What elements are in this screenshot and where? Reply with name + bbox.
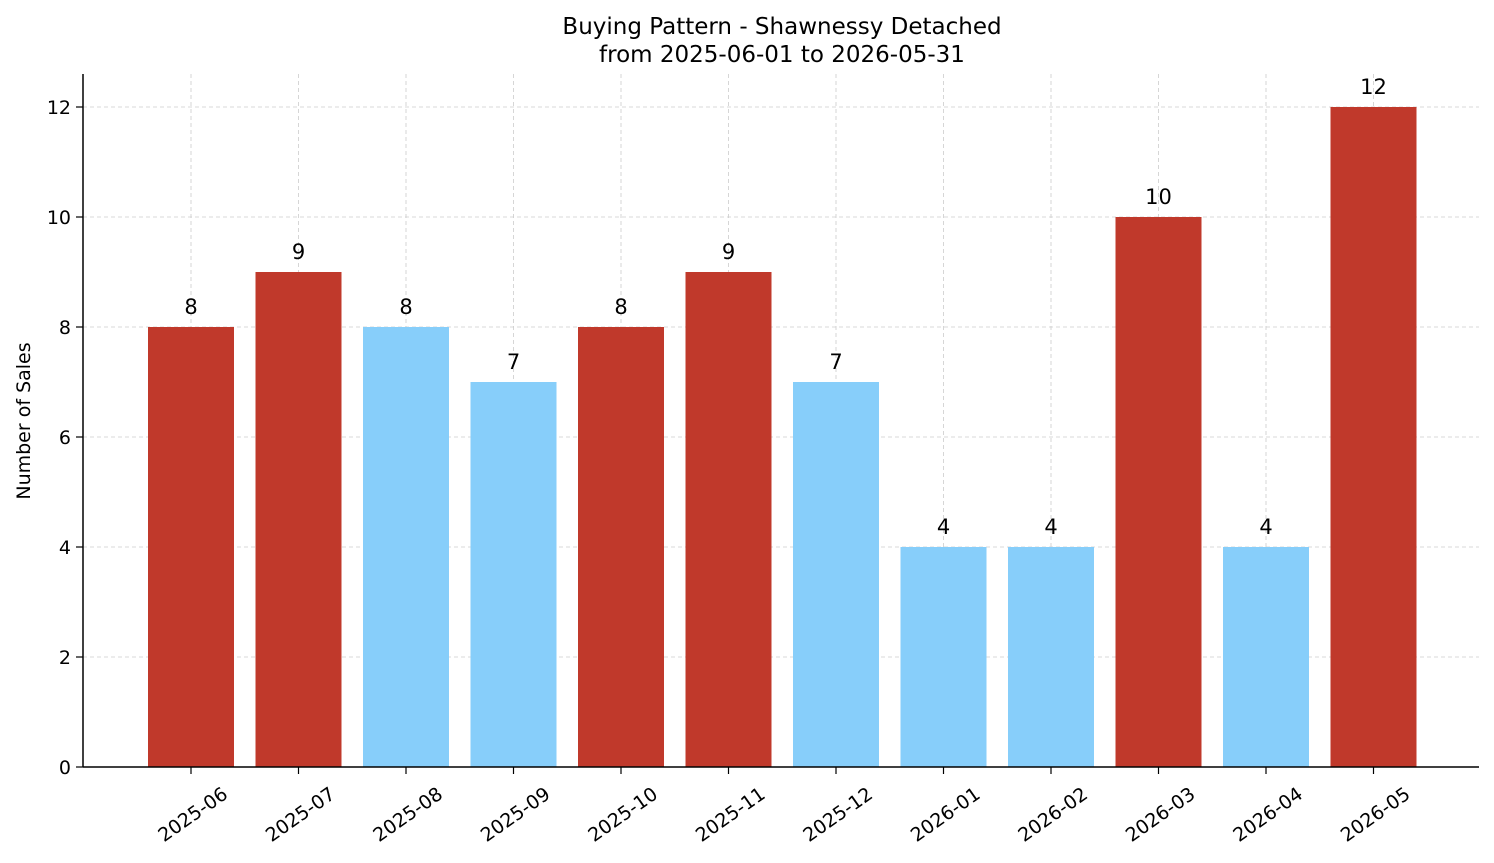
x-tick-label: 2025-06	[154, 783, 232, 847]
y-tick-label: 8	[59, 317, 71, 339]
x-tick-label: 2026-01	[907, 783, 985, 847]
y-tick-label: 6	[59, 427, 71, 449]
bar	[148, 327, 234, 767]
y-axis-label: Number of Sales	[13, 342, 35, 499]
data-label: 7	[829, 350, 842, 374]
x-tick-label: 2025-10	[584, 783, 662, 847]
x-tick-label: 2026-03	[1122, 783, 1200, 847]
data-label: 7	[507, 350, 520, 374]
y-tick-label: 10	[47, 207, 71, 229]
bar	[1330, 107, 1417, 767]
data-label: 8	[614, 295, 627, 319]
data-label: 8	[184, 295, 197, 319]
bar	[470, 382, 557, 767]
data-label: 4	[1044, 515, 1057, 539]
y-tick-label: 4	[59, 537, 71, 559]
x-tick-label: 2025-11	[692, 783, 770, 847]
data-label: 9	[292, 240, 305, 264]
x-tick-label: 2025-07	[262, 783, 340, 847]
x-tick-label: 2026-05	[1337, 783, 1415, 847]
bar	[1223, 547, 1309, 767]
bar	[363, 327, 449, 767]
data-label: 8	[399, 295, 412, 319]
bar	[578, 327, 664, 767]
bar	[900, 547, 987, 767]
bar	[255, 272, 342, 767]
y-tick-label: 0	[59, 757, 71, 779]
bar	[793, 382, 879, 767]
bars-layer	[148, 107, 1417, 767]
bar	[1115, 217, 1202, 767]
x-tick-label: 2025-08	[369, 783, 447, 847]
data-label: 10	[1145, 185, 1172, 209]
x-tick-label: 2025-09	[477, 783, 555, 847]
bar	[685, 272, 772, 767]
bar	[1008, 547, 1094, 767]
data-labels-layer: 8 9 8 7 8 9 7 4 4 10 4 12	[184, 75, 1387, 539]
data-label: 9	[722, 240, 735, 264]
chart-subtitle: from 2025-06-01 to 2026-05-31	[599, 42, 965, 68]
y-tick-label: 12	[47, 97, 71, 119]
x-tick-label: 2025-12	[799, 783, 877, 847]
x-tick-label: 2026-02	[1014, 783, 1092, 847]
chart-title: Buying Pattern - Shawnessy Detached	[562, 14, 1001, 40]
y-tick-label: 2	[59, 647, 71, 669]
x-tick-label: 2026-04	[1229, 783, 1307, 847]
data-label: 4	[937, 515, 950, 539]
data-label: 4	[1259, 515, 1272, 539]
data-label: 12	[1360, 75, 1387, 99]
